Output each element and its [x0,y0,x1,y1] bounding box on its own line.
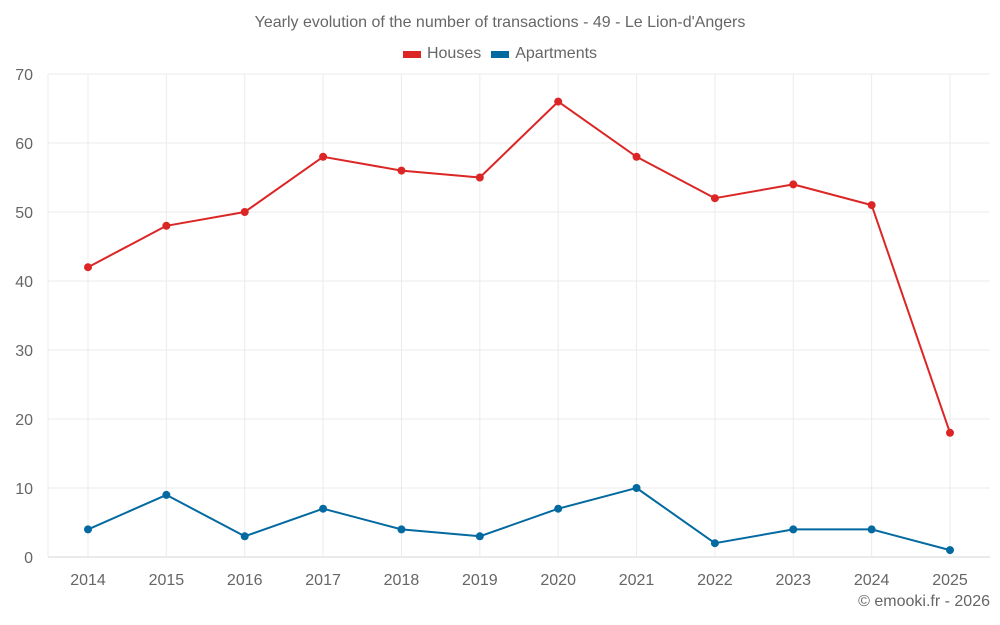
legend-item-apartments[interactable]: Apartments [491,45,597,63]
grid [47,73,990,558]
copyright-footer: © emooki.fr - 2026 [858,593,990,610]
data-point-apartments [162,490,171,499]
y-tick-label: 10 [15,481,33,498]
x-tick-label: 2017 [305,572,341,589]
data-point-houses [240,208,249,216]
legend-label-houses: Houses [426,45,482,62]
chart-title: Yearly evolution of the number of transa… [254,14,746,31]
x-axis: 2014 2015 2016 2017 2018 2019 2020 2021 2022 2023… [70,572,968,589]
y-tick-label: 60 [15,136,33,153]
legend-swatch-apartments [491,50,510,58]
legend-label-apartments: Apartments [515,45,598,62]
data-point-houses [946,428,954,437]
x-tick-label: 2022 [697,572,733,589]
x-tick-label: 2023 [775,572,811,589]
data-point-apartments [867,525,876,534]
y-tick-label: 0 [24,550,33,567]
data-point-apartments [632,484,641,492]
y-axis: 0 10 20 30 40 50 60 70 [15,67,33,567]
series-line-apartments [87,487,951,552]
data-point-apartments [475,532,484,541]
legend-item-houses[interactable]: Houses [402,45,482,63]
y-tick-label: 70 [15,67,33,84]
data-point-apartments [319,504,328,513]
data-point-apartments [84,525,92,534]
series-group [84,97,954,555]
data-point-apartments [240,532,249,541]
data-point-apartments [554,504,563,513]
data-point-houses [789,180,798,189]
legend-swatch-houses [402,50,421,58]
data-point-houses [84,263,92,272]
x-tick-label: 2015 [149,572,185,589]
data-point-houses [554,97,563,106]
data-point-apartments [397,525,406,534]
x-tick-label: 2025 [932,572,968,589]
x-tick-label: 2018 [384,572,420,589]
x-tick-label: 2019 [462,572,498,589]
y-tick-label: 40 [15,274,33,291]
data-point-houses [319,152,328,161]
data-point-houses [710,194,719,203]
x-tick-label: 2021 [619,572,655,589]
data-point-houses [162,221,171,230]
x-tick-label: 2014 [70,572,106,589]
y-tick-label: 20 [15,412,33,429]
data-point-apartments [946,546,954,555]
x-tick-label: 2024 [854,572,890,589]
series-line-houses [87,100,951,434]
data-point-houses [867,201,876,210]
data-point-houses [475,173,484,182]
data-point-apartments [789,525,798,534]
data-point-apartments [710,539,719,548]
data-point-houses [397,166,406,175]
y-tick-label: 50 [15,205,33,222]
data-point-houses [632,152,641,161]
x-tick-label: 2020 [540,572,576,589]
legend: Houses Apartments [0,45,1000,63]
y-tick-label: 30 [15,343,33,360]
x-tick-label: 2016 [227,572,263,589]
